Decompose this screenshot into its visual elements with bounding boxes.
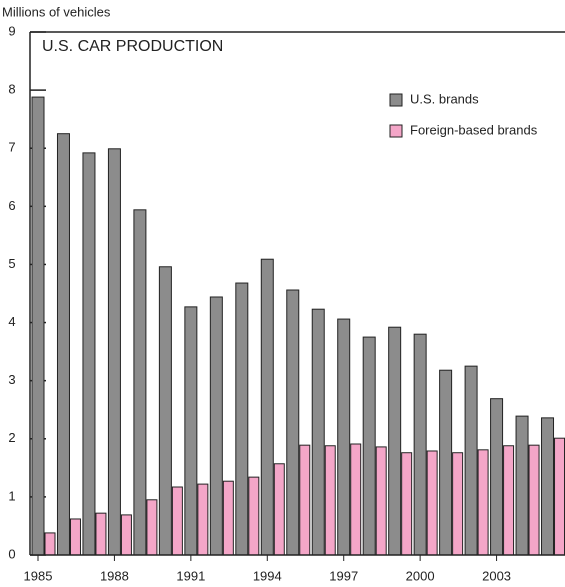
x-tick-label: 1994 bbox=[253, 568, 282, 583]
x-tick-label: 1991 bbox=[176, 568, 205, 583]
bar bbox=[503, 445, 515, 556]
y-tick-label: 9 bbox=[8, 23, 15, 38]
bar bbox=[388, 326, 402, 556]
x-tick-label: 2000 bbox=[406, 568, 435, 583]
bar bbox=[350, 443, 362, 556]
bar bbox=[477, 449, 489, 556]
legend-swatch bbox=[389, 93, 403, 107]
bar bbox=[197, 483, 209, 556]
bar bbox=[375, 446, 387, 556]
legend-swatch bbox=[389, 124, 403, 138]
y-tick-label: 7 bbox=[8, 140, 15, 155]
y-tick-label: 1 bbox=[8, 488, 15, 503]
bar bbox=[209, 296, 223, 556]
bar bbox=[337, 318, 351, 556]
bar bbox=[146, 499, 158, 556]
y-tick-label: 8 bbox=[8, 82, 15, 97]
bar bbox=[299, 444, 311, 556]
bar bbox=[362, 336, 376, 556]
legend-label: U.S. brands bbox=[410, 91, 479, 106]
chart-title: U.S. CAR PRODUCTION bbox=[42, 38, 223, 55]
bar bbox=[541, 417, 555, 556]
bar bbox=[452, 452, 464, 556]
x-tick-label: 2003 bbox=[482, 568, 511, 583]
bar bbox=[31, 96, 45, 556]
legend-label: Foreign-based brands bbox=[410, 122, 538, 137]
y-tick-label: 5 bbox=[8, 256, 15, 271]
x-tick-label: 1988 bbox=[100, 568, 129, 583]
bar bbox=[426, 450, 438, 556]
bar bbox=[413, 333, 427, 556]
y-tick-label: 0 bbox=[8, 546, 15, 561]
bar bbox=[82, 152, 96, 556]
bar bbox=[439, 369, 453, 556]
bar bbox=[56, 133, 70, 556]
y-tick-label: 6 bbox=[8, 198, 15, 213]
bar bbox=[401, 452, 413, 556]
bar bbox=[490, 398, 504, 556]
bar bbox=[273, 463, 285, 556]
bar bbox=[515, 415, 529, 556]
x-tick-label: 1997 bbox=[329, 568, 358, 583]
bar bbox=[286, 289, 300, 556]
bar bbox=[133, 209, 147, 556]
bar bbox=[260, 258, 274, 556]
bar bbox=[158, 266, 172, 556]
bar bbox=[69, 518, 81, 556]
bar bbox=[184, 306, 198, 556]
x-tick-label: 1985 bbox=[24, 568, 53, 583]
bar bbox=[120, 514, 132, 556]
bar bbox=[464, 365, 478, 556]
bar bbox=[554, 437, 565, 556]
y-axis-label: Millions of vehicles bbox=[2, 4, 111, 19]
bar bbox=[235, 282, 249, 556]
y-tick-label: 2 bbox=[8, 430, 15, 445]
y-tick-label: 3 bbox=[8, 372, 15, 387]
bar bbox=[107, 148, 121, 556]
bar bbox=[171, 486, 183, 556]
bar bbox=[44, 532, 56, 556]
y-tick-label: 4 bbox=[8, 314, 15, 329]
bar bbox=[324, 445, 336, 556]
bar bbox=[528, 444, 540, 556]
bar bbox=[311, 308, 325, 556]
bar bbox=[248, 476, 260, 556]
bar bbox=[222, 480, 234, 556]
bar bbox=[95, 512, 107, 556]
